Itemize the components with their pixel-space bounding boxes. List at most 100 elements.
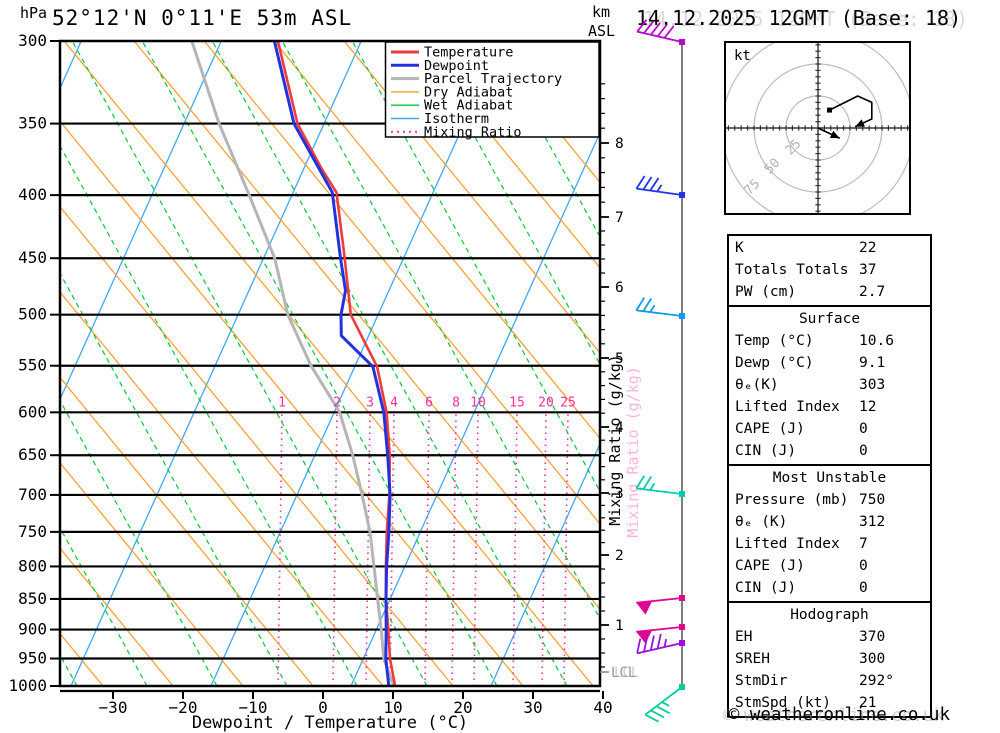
wet-adiabat-line — [491, 41, 600, 239]
temperature-tick-label: −30 — [99, 698, 128, 717]
mixing-ratio-label: 20 — [538, 395, 554, 410]
indices-section: K 22 Totals Totals 37 PW (cm) 2.7 — [729, 236, 930, 305]
row-value: 303 — [859, 377, 886, 393]
legend-label: Mixing Ratio — [424, 124, 522, 140]
wind-barb — [636, 19, 685, 45]
legend-label: Isotherm — [424, 111, 489, 127]
wind-barb — [635, 297, 685, 319]
temperature-tick-label: 10 — [383, 698, 402, 717]
temperature-tick-label: −10 — [239, 698, 268, 717]
wet-adiabat-line — [141, 41, 498, 686]
mixing-ratio-line — [541, 412, 547, 686]
pressure-tick-label: 700 — [18, 485, 47, 504]
indices-table: K 22 Totals Totals 37 PW (cm) 2.7 Surface Temp … — [727, 234, 932, 718]
wet-adiabat-line — [0, 41, 7, 686]
table-row: EH 370 — [729, 626, 930, 648]
altitude-axis: 8 7 6 5 4 3 2 1 — [600, 83, 624, 668]
row-label: K — [735, 240, 744, 256]
row-label: PW (cm) — [735, 284, 797, 300]
temperature-tick-label: 0 — [318, 698, 328, 717]
hodograph-trace — [817, 95, 873, 139]
isotherm-line — [60, 41, 222, 401]
wind-barb — [644, 684, 685, 723]
wind-barb — [635, 175, 685, 198]
table-row: Lifted Index 7 — [729, 533, 930, 555]
lcl-label-ghost: LCL — [614, 665, 639, 681]
legend-label: Parcel Trajectory — [424, 71, 562, 87]
section-title: Surface — [798, 311, 861, 327]
pressure-tick-label: 600 — [18, 402, 47, 421]
table-row: Dewp (°C) 9.1 — [729, 352, 930, 374]
dry-adiabat-line — [60, 461, 244, 686]
lcl-label: LCL — [611, 665, 636, 681]
row-label: Pressure (mb) — [735, 492, 849, 508]
mixing-ratio-label: 6 — [425, 395, 433, 410]
mixing-ratio-axis-label: Mixing Ratio (g/kg) — [606, 354, 624, 526]
table-row: CIN (J) 0 — [729, 440, 930, 462]
row-value: 300 — [859, 651, 886, 667]
mixing-ratio-line — [332, 412, 338, 686]
mixing-ratio-label: 25 — [560, 395, 576, 410]
km-tick-label: 3 — [615, 486, 624, 502]
row-label: Totals Totals — [735, 262, 849, 278]
km-tick-label: 2 — [615, 548, 624, 564]
dry-adiabat-line — [133, 41, 600, 611]
row-value: 7 — [859, 536, 868, 552]
x-axis-title: Dewpoint / Temperature (°C) — [192, 713, 468, 733]
row-value: 292° — [859, 673, 894, 689]
pressure-tick-label: 850 — [18, 589, 47, 608]
wet-adiabat-line — [421, 41, 600, 366]
wet-adiabat-line — [211, 41, 568, 686]
dry-adiabat-line — [60, 205, 454, 686]
row-label: StmSpd (kt) — [735, 695, 832, 711]
dry-adiabat-line — [273, 41, 600, 440]
table-row: Lifted Index 12 — [729, 396, 930, 418]
km-tick-label: 1 — [615, 618, 624, 634]
hodograph-ring-label: 75 — [742, 177, 764, 199]
km-tick-label: 8 — [615, 136, 624, 152]
row-value: 22 — [859, 240, 877, 256]
table-row: CIN (J) 0 — [729, 577, 930, 599]
row-label: CIN (J) — [735, 443, 797, 459]
legend-label: Wet Adiabat — [424, 98, 513, 114]
altitude-axis-unit-km: km — [592, 3, 611, 21]
dry-adiabat-line — [63, 41, 594, 686]
mixing-ratio-line — [563, 412, 569, 686]
km-tick-label: 4 — [615, 420, 624, 436]
plot-background — [0, 41, 722, 686]
mixing-ratio-line — [473, 412, 479, 686]
mixing-ratio-label: 3 — [366, 395, 374, 410]
row-label: CIN (J) — [735, 580, 797, 596]
section-title: Hodograph — [790, 607, 869, 623]
wet-adiabat-line — [351, 41, 600, 493]
legend-label: Temperature — [424, 45, 513, 61]
isotherm-line — [490, 442, 600, 686]
wet-adiabat-line — [632, 41, 722, 686]
row-value: 0 — [859, 443, 868, 459]
temperature-tick-label: 30 — [523, 698, 542, 717]
mixing-ratio-labels: 1 2 3 4 6 8 10 15 20 25 — [278, 395, 576, 410]
row-value: 10.6 — [859, 333, 894, 349]
dry-adiabat-line — [60, 291, 384, 686]
pressure-tick-label: 550 — [18, 356, 47, 375]
legend-label: Dry Adiabat — [424, 84, 513, 100]
indices-section: Hodograph EH 370 SREH 300 StmDir 292° StmSpd (k… — [729, 601, 930, 716]
legend-label: Dewpoint — [424, 58, 489, 74]
row-value: 0 — [859, 558, 868, 574]
pressure-axis: 300 350 400 450 500 550 600 650 700 750 800 850 900 9… — [8, 31, 60, 695]
km-tick-label: 6 — [615, 280, 624, 296]
isotherm-line — [631, 41, 722, 686]
pressure-tick-label: 500 — [18, 305, 47, 324]
table-row: PW (cm) 2.7 — [729, 281, 930, 303]
wet-adiabat-line — [71, 41, 428, 686]
skewt-diagram: 1 2 3 4 6 8 10 15 20 2530035040045050055060065070… — [0, 19, 722, 733]
mixing-ratio-label: 15 — [509, 395, 525, 410]
wind-barb — [636, 633, 685, 655]
row-label: SREH — [735, 651, 770, 667]
row-label: Lifted Index — [735, 536, 840, 552]
table-row: θₑ(K) 303 — [729, 374, 930, 396]
row-label: Lifted Index — [735, 399, 840, 415]
